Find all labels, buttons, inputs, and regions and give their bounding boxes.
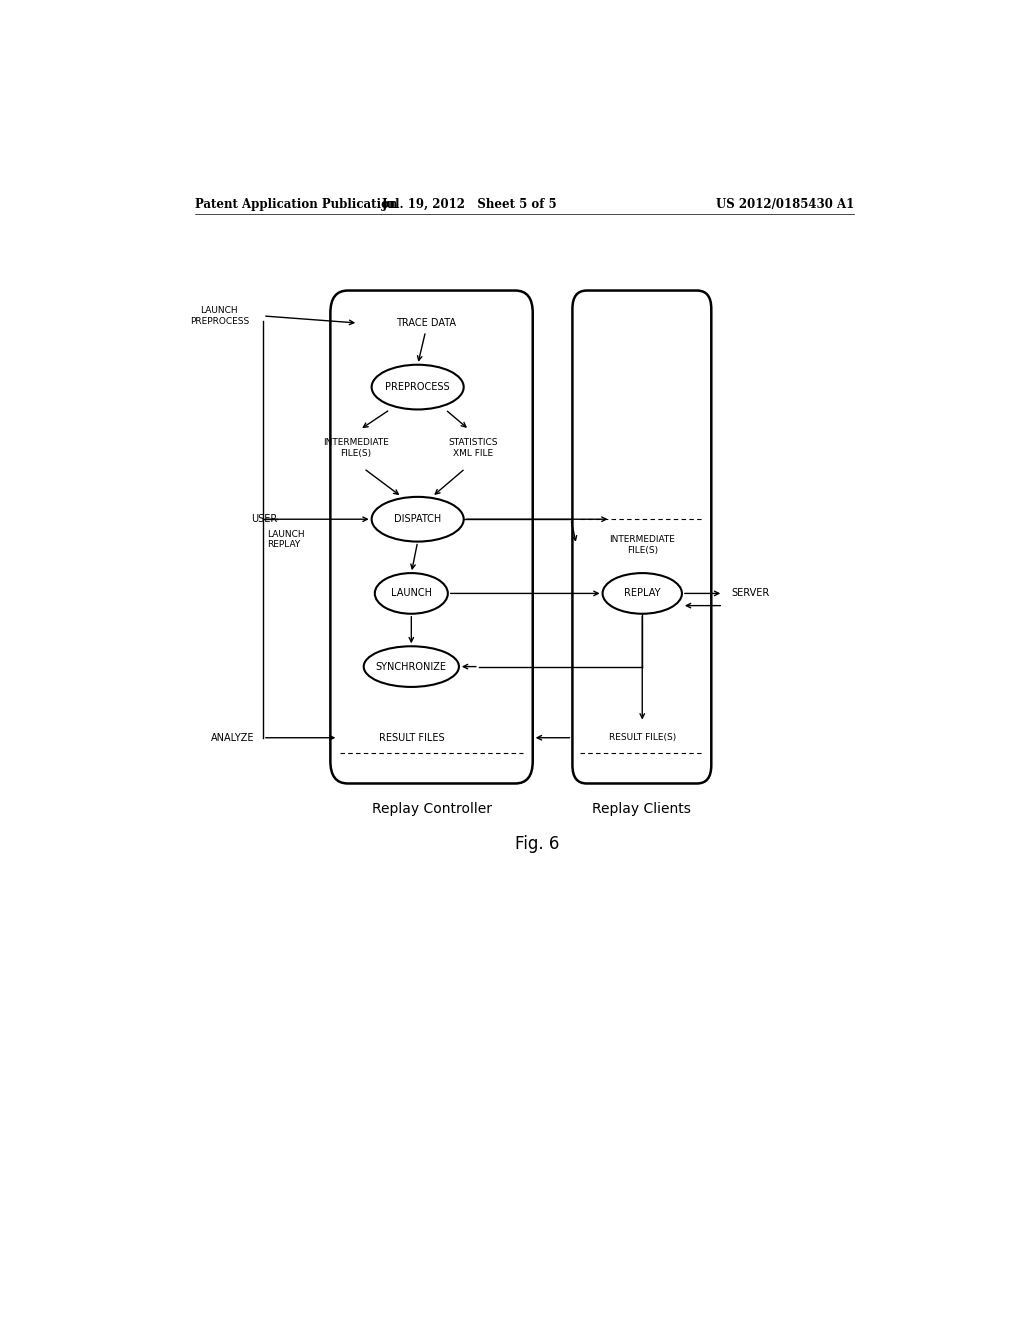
- Text: LAUNCH
REPLAY: LAUNCH REPLAY: [267, 529, 304, 549]
- Text: ANALYZE: ANALYZE: [211, 733, 255, 743]
- Ellipse shape: [372, 496, 464, 541]
- Text: STATISTICS
XML FILE: STATISTICS XML FILE: [449, 438, 498, 458]
- Text: DISPATCH: DISPATCH: [394, 515, 441, 524]
- Text: USER: USER: [251, 515, 278, 524]
- Text: Fig. 6: Fig. 6: [514, 836, 559, 854]
- Text: LAUNCH: LAUNCH: [391, 589, 432, 598]
- Ellipse shape: [602, 573, 682, 614]
- Text: PREPROCESS: PREPROCESS: [385, 381, 450, 392]
- Text: SERVER: SERVER: [731, 589, 769, 598]
- FancyBboxPatch shape: [331, 290, 532, 784]
- Text: Patent Application Publication: Patent Application Publication: [196, 198, 398, 211]
- Text: TRACE DATA: TRACE DATA: [395, 318, 456, 329]
- Text: RESULT FILES: RESULT FILES: [379, 733, 444, 743]
- Text: INTERMEDIATE
FILE(S): INTERMEDIATE FILE(S): [323, 438, 389, 458]
- Ellipse shape: [375, 573, 447, 614]
- Text: Jul. 19, 2012   Sheet 5 of 5: Jul. 19, 2012 Sheet 5 of 5: [381, 198, 557, 211]
- Text: RESULT FILE(S): RESULT FILE(S): [608, 733, 676, 742]
- Ellipse shape: [372, 364, 464, 409]
- Text: SYNCHRONIZE: SYNCHRONIZE: [376, 661, 446, 672]
- Text: US 2012/0185430 A1: US 2012/0185430 A1: [716, 198, 854, 211]
- Text: INTERMEDIATE
FILE(S): INTERMEDIATE FILE(S): [609, 535, 675, 554]
- Text: REPLAY: REPLAY: [624, 589, 660, 598]
- Text: Replay Controller: Replay Controller: [372, 801, 492, 816]
- Text: LAUNCH
PREPROCESS: LAUNCH PREPROCESS: [189, 306, 249, 326]
- Ellipse shape: [364, 647, 459, 686]
- FancyBboxPatch shape: [572, 290, 712, 784]
- Text: Replay Clients: Replay Clients: [593, 801, 691, 816]
